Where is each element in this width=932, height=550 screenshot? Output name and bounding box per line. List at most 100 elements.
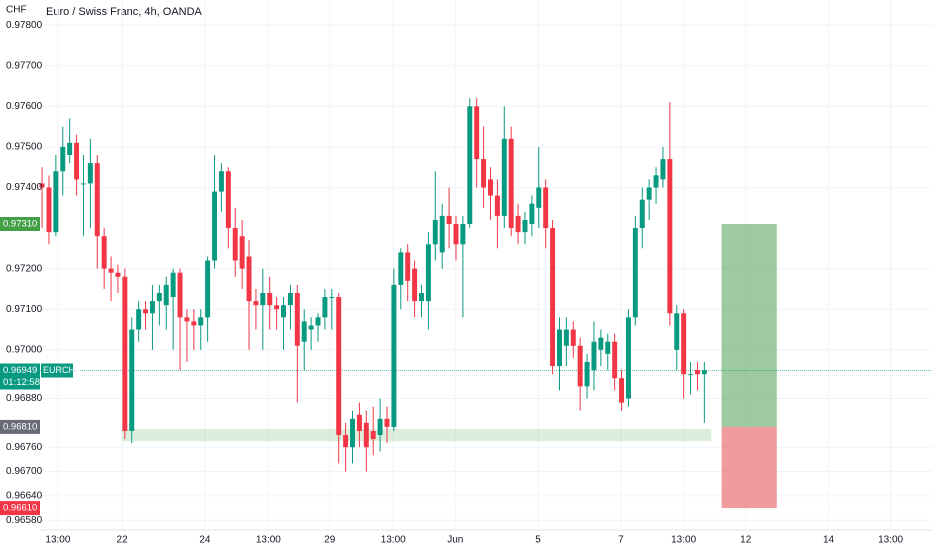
candle-body (115, 272, 121, 277)
candle-body (688, 374, 694, 376)
candle-body (488, 179, 493, 196)
candle-body (667, 159, 673, 314)
x-tick-label: 13:00 (256, 535, 281, 546)
price-tag-label: 0.97310 (3, 219, 37, 230)
candle-body (370, 430, 376, 440)
loss-zone (721, 426, 777, 509)
candle-body (694, 370, 700, 375)
price-tag (0, 501, 40, 516)
candle-body (239, 236, 245, 269)
candle-body (60, 146, 66, 172)
candle-body (646, 187, 652, 200)
x-tick-label: 22 (117, 535, 129, 546)
candle-body (425, 244, 431, 302)
price-tag-label: 0.96610 (3, 503, 37, 514)
candle-body (122, 276, 128, 431)
chart-title: Euro / Swiss Franc, 4h, OANDA (46, 6, 203, 18)
y-tick-label: 0.96580 (6, 515, 43, 526)
candle-body (377, 418, 383, 436)
candle-body (384, 418, 390, 427)
candle-body (681, 313, 687, 375)
candle-body (94, 163, 100, 237)
candle-body (253, 301, 259, 306)
y-tick-label: 0.96640 (6, 491, 43, 502)
candle-body (398, 252, 404, 285)
candle-body (177, 272, 183, 318)
x-tick-label: 5 (535, 535, 541, 546)
x-tick-label: 24 (199, 535, 211, 546)
labels: 0.97800 0.97700 0.97600 0.97500 0.97400 0.972… (0, 20, 904, 546)
candle-body (529, 203, 535, 225)
candle-body (198, 317, 204, 326)
candle-body (501, 138, 507, 216)
candle-body (212, 191, 218, 261)
x-tick-label: 7 (618, 535, 624, 546)
x-tick-label: 29 (324, 535, 336, 546)
candle-body (467, 106, 473, 225)
candle-body (322, 297, 328, 318)
candle-body (432, 219, 438, 245)
candle-body (412, 268, 418, 302)
x-tick-label: 12 (740, 535, 752, 546)
candle-body (612, 341, 618, 379)
candle-body (674, 313, 680, 350)
price-tag (0, 419, 40, 434)
candle-body (625, 317, 631, 399)
x-tick-label: Jun (447, 535, 463, 546)
candle-body (543, 187, 549, 229)
candle-body (343, 435, 349, 448)
candle-body (605, 341, 611, 354)
symbol-label: EURCHF (43, 365, 81, 375)
candle-body (191, 321, 197, 326)
candle-body (232, 228, 238, 261)
candle-body (184, 317, 190, 322)
price-tag-label: 0.96810 (3, 421, 37, 432)
candle-body (508, 138, 514, 229)
candle-body (143, 309, 149, 314)
candle-body (632, 228, 638, 318)
candle-body (287, 293, 293, 306)
candle-body (136, 309, 142, 330)
candle-body (315, 317, 321, 326)
profit-zone (721, 224, 777, 427)
candle-body (619, 378, 625, 403)
candle-body (260, 293, 266, 306)
price-tag-label: 0.96949 (3, 365, 37, 376)
y-tick-label: 0.97400 (6, 182, 43, 193)
candle-body (74, 142, 80, 180)
candle-body (481, 159, 487, 188)
candle-body (129, 329, 135, 431)
candle-body (419, 293, 424, 302)
candle-body (218, 171, 224, 192)
y-tick-label: 0.96880 (6, 393, 43, 404)
candle-body (101, 236, 107, 269)
candle-body (108, 268, 114, 273)
support-zone (122, 428, 712, 442)
candle-body (46, 187, 52, 233)
candle-body (577, 345, 583, 387)
candle-body (301, 321, 307, 342)
candle-body (453, 224, 459, 245)
price-tag (0, 363, 40, 390)
candle-body (170, 272, 176, 298)
price-tag (0, 217, 40, 232)
candle-body (598, 337, 604, 350)
candle-body (163, 284, 169, 306)
candle-body (584, 361, 590, 387)
countdown: 01:12:58 (3, 377, 40, 388)
candle-body (522, 219, 528, 233)
candle-body (515, 215, 521, 233)
candle-body (350, 418, 355, 448)
y-tick-label: 0.97800 (6, 20, 43, 31)
marks (39, 98, 932, 509)
candle-body (563, 329, 569, 346)
candle-body (701, 370, 707, 375)
candle-body (556, 329, 562, 367)
candle-body (205, 260, 211, 318)
y-tick-label: 0.97000 (6, 344, 43, 355)
candle-body (639, 199, 645, 229)
candle-body (363, 422, 369, 448)
candle-body (308, 325, 314, 330)
